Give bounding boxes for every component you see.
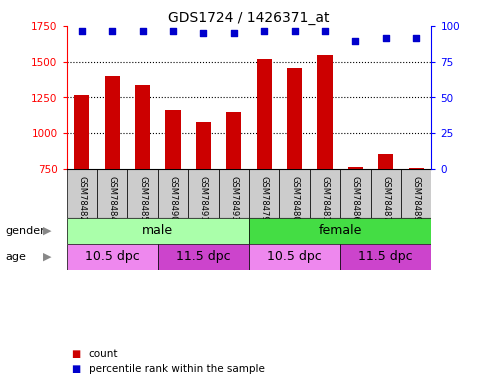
- Bar: [348, 167, 363, 169]
- Bar: [188, 169, 218, 217]
- Text: male: male: [142, 224, 174, 237]
- Point: [321, 27, 329, 33]
- Bar: [401, 169, 431, 217]
- Bar: [409, 168, 424, 169]
- Bar: [196, 122, 211, 169]
- Bar: [158, 169, 188, 217]
- Text: GSM78482: GSM78482: [77, 176, 86, 222]
- Bar: [226, 112, 242, 169]
- Bar: [74, 94, 89, 169]
- Text: percentile rank within the sample: percentile rank within the sample: [89, 364, 265, 374]
- Bar: [127, 169, 158, 217]
- Bar: [218, 169, 249, 217]
- Text: GSM78487: GSM78487: [381, 176, 390, 222]
- Text: GSM78480: GSM78480: [290, 176, 299, 222]
- Text: count: count: [89, 350, 118, 359]
- Bar: [371, 169, 401, 217]
- Bar: [249, 169, 280, 217]
- Point: [169, 27, 177, 33]
- Title: GDS1724 / 1426371_at: GDS1724 / 1426371_at: [168, 11, 330, 25]
- Bar: [287, 68, 302, 169]
- Text: 10.5 dpc: 10.5 dpc: [267, 251, 322, 263]
- Text: female: female: [318, 224, 362, 237]
- Point: [260, 27, 268, 33]
- Bar: [280, 169, 310, 217]
- Point: [382, 34, 389, 40]
- Text: GSM78493: GSM78493: [229, 176, 238, 222]
- Bar: [317, 55, 333, 169]
- Text: ▶: ▶: [42, 252, 51, 262]
- Point: [199, 30, 208, 36]
- Text: GSM78491: GSM78491: [199, 176, 208, 222]
- Text: ■: ■: [71, 364, 81, 374]
- Bar: [135, 85, 150, 169]
- Text: age: age: [5, 252, 26, 262]
- Text: 10.5 dpc: 10.5 dpc: [85, 251, 140, 263]
- Point: [230, 30, 238, 36]
- Bar: [249, 244, 340, 270]
- Text: 11.5 dpc: 11.5 dpc: [358, 251, 413, 263]
- Bar: [67, 169, 97, 217]
- Point: [291, 27, 299, 33]
- Bar: [165, 110, 180, 169]
- Point: [78, 27, 86, 33]
- Bar: [378, 154, 393, 169]
- Text: GSM78490: GSM78490: [169, 176, 177, 222]
- Text: GSM78484: GSM78484: [107, 176, 117, 222]
- Bar: [310, 169, 340, 217]
- Text: GSM78485: GSM78485: [138, 176, 147, 222]
- Point: [139, 27, 146, 33]
- Text: GSM78489: GSM78489: [412, 176, 421, 222]
- Bar: [97, 169, 127, 217]
- Text: ■: ■: [71, 350, 81, 359]
- Bar: [340, 169, 371, 217]
- Point: [352, 38, 359, 44]
- Text: GSM78481: GSM78481: [320, 176, 329, 222]
- Point: [412, 34, 420, 40]
- Bar: [249, 217, 431, 244]
- Text: gender: gender: [5, 226, 45, 236]
- Bar: [256, 59, 272, 169]
- Bar: [67, 217, 249, 244]
- Text: GSM78479: GSM78479: [260, 176, 269, 222]
- Text: 11.5 dpc: 11.5 dpc: [176, 251, 231, 263]
- Text: GSM78486: GSM78486: [351, 176, 360, 222]
- Bar: [105, 76, 120, 169]
- Bar: [67, 244, 158, 270]
- Text: ▶: ▶: [42, 226, 51, 236]
- Point: [108, 27, 116, 33]
- Bar: [158, 244, 249, 270]
- Bar: [340, 244, 431, 270]
